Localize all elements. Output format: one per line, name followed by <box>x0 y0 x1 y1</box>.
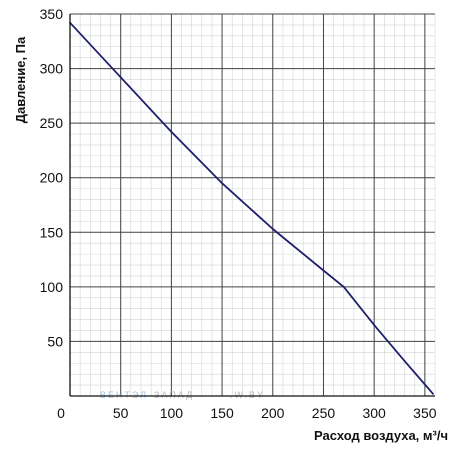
x-tick-label: 100 <box>160 405 184 421</box>
data-point <box>119 76 122 79</box>
y-tick-label: 350 <box>40 6 64 22</box>
data-point <box>432 392 434 395</box>
data-point <box>322 269 325 272</box>
y-axis-label: Давление, Па <box>13 36 28 123</box>
series-line <box>69 22 434 395</box>
y-tick-label: 150 <box>40 224 64 240</box>
x-tick-label: 300 <box>362 405 386 421</box>
y-tick-label: 100 <box>40 279 64 295</box>
axes <box>69 14 435 397</box>
watermark-part-1: ВЕНТЭЛ <box>100 390 148 400</box>
x-tick-label: 350 <box>413 405 437 421</box>
watermark-part-3: .W.BY <box>230 390 265 400</box>
major-grid <box>70 13 435 396</box>
y-tick-label: 200 <box>40 170 64 186</box>
y-tick-label: 300 <box>40 61 64 77</box>
data-point <box>373 324 376 326</box>
x-tick-labels: 0 50 100 150 200 250 300 350 <box>57 405 437 421</box>
minor-grid <box>69 13 436 397</box>
data-point <box>403 360 406 362</box>
watermark-part-2: ЗАПАД <box>154 390 194 400</box>
x-tick-label: 250 <box>312 405 336 421</box>
y-tick-label: 250 <box>40 115 64 131</box>
y-tick-label: 50 <box>47 333 63 349</box>
data-point <box>271 228 274 230</box>
x-tick-label: 0 <box>57 405 65 421</box>
series-group <box>69 21 434 395</box>
data-point <box>342 285 345 288</box>
x-tick-label: 150 <box>210 405 234 421</box>
x-tick-label: 50 <box>113 405 129 421</box>
y-tick-labels: 50 100 150 200 250 300 350 <box>40 6 64 349</box>
data-point <box>170 130 173 133</box>
data-point <box>221 182 223 185</box>
x-axis-label: Расход воздуха, м³/ч <box>314 428 448 443</box>
watermark: ВЕНТЭЛ ЗАПАД .W.BY <box>100 390 265 400</box>
x-tick-label: 200 <box>261 405 285 421</box>
